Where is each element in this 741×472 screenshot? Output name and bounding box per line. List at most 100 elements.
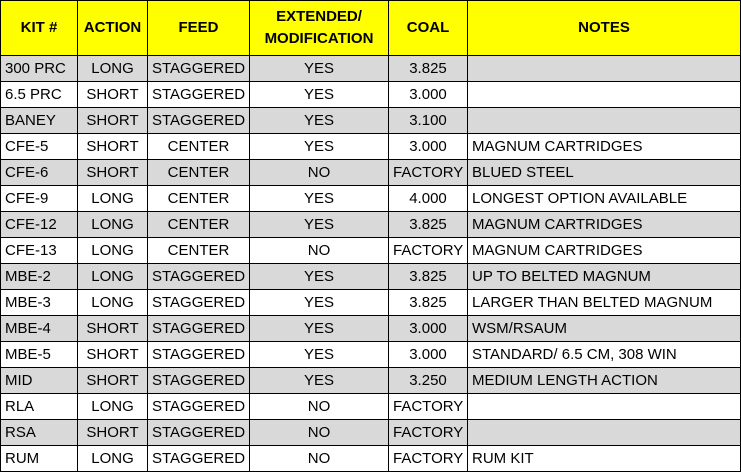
table-row: BANEY SHORT STAGGERED YES 3.100 bbox=[0, 107, 741, 134]
cell-kit: MBE-2 bbox=[0, 263, 78, 290]
cell-notes bbox=[467, 393, 741, 420]
cell-feed: STAGGERED bbox=[147, 81, 250, 108]
cell-notes: BLUED STEEL bbox=[467, 159, 741, 186]
cell-notes: WSM/RSAUM bbox=[467, 315, 741, 342]
cell-action: LONG bbox=[77, 237, 148, 264]
cell-feed: STAGGERED bbox=[147, 107, 250, 134]
cell-feed: STAGGERED bbox=[147, 263, 250, 290]
cell-notes: MAGNUM CARTRIDGES bbox=[467, 211, 741, 238]
table-row: MBE-4 SHORT STAGGERED YES 3.000 WSM/RSAUM bbox=[0, 315, 741, 342]
cell-kit: 6.5 PRC bbox=[0, 81, 78, 108]
cell-feed: STAGGERED bbox=[147, 393, 250, 420]
table-row: MBE-5 SHORT STAGGERED YES 3.000 STANDARD/ 6.5… bbox=[0, 341, 741, 368]
cell-feed: STAGGERED bbox=[147, 419, 250, 446]
table-row: RSA SHORT STAGGERED NO FACTORY bbox=[0, 419, 741, 446]
cell-extended: NO bbox=[249, 237, 389, 264]
cell-notes: LARGER THAN BELTED MAGNUM bbox=[467, 289, 741, 316]
cell-notes bbox=[467, 55, 741, 82]
cell-coal: 3.825 bbox=[388, 55, 468, 82]
cell-extended: YES bbox=[249, 263, 389, 290]
cell-kit: BANEY bbox=[0, 107, 78, 134]
cell-action: SHORT bbox=[77, 419, 148, 446]
cell-action: SHORT bbox=[77, 159, 148, 186]
cell-notes: MAGNUM CARTRIDGES bbox=[467, 133, 741, 160]
cell-kit: RSA bbox=[0, 419, 78, 446]
header-feed: FEED bbox=[147, 0, 250, 56]
table-row: CFE-12 LONG CENTER YES 3.825 MAGNUM CARTRIDGE… bbox=[0, 211, 741, 238]
cell-coal: 3.100 bbox=[388, 107, 468, 134]
cell-coal: 3.825 bbox=[388, 289, 468, 316]
cell-action: SHORT bbox=[77, 341, 148, 368]
cell-coal: 3.000 bbox=[388, 315, 468, 342]
cell-notes: LONGEST OPTION AVAILABLE bbox=[467, 185, 741, 212]
cell-kit: MBE-3 bbox=[0, 289, 78, 316]
cell-kit: RLA bbox=[0, 393, 78, 420]
cell-kit: MBE-5 bbox=[0, 341, 78, 368]
cell-kit: CFE-6 bbox=[0, 159, 78, 186]
cell-action: SHORT bbox=[77, 133, 148, 160]
cell-action: LONG bbox=[77, 289, 148, 316]
cell-notes bbox=[467, 107, 741, 134]
table-row: RUM LONG STAGGERED NO FACTORY RUM KIT bbox=[0, 445, 741, 472]
header-coal: COAL bbox=[388, 0, 468, 56]
cell-action: SHORT bbox=[77, 81, 148, 108]
cell-kit: CFE-9 bbox=[0, 185, 78, 212]
cell-feed: CENTER bbox=[147, 133, 250, 160]
cell-kit: MBE-4 bbox=[0, 315, 78, 342]
cell-coal: 3.000 bbox=[388, 81, 468, 108]
cell-feed: STAGGERED bbox=[147, 55, 250, 82]
cell-coal: 3.000 bbox=[388, 341, 468, 368]
cell-extended: YES bbox=[249, 289, 389, 316]
cell-kit: CFE-5 bbox=[0, 133, 78, 160]
cell-extended: YES bbox=[249, 367, 389, 394]
cell-notes bbox=[467, 419, 741, 446]
cell-action: LONG bbox=[77, 263, 148, 290]
cell-kit: RUM bbox=[0, 445, 78, 472]
table-row: RLA LONG STAGGERED NO FACTORY bbox=[0, 393, 741, 420]
cell-action: SHORT bbox=[77, 107, 148, 134]
table-row: MID SHORT STAGGERED YES 3.250 MEDIUM LENGTH A… bbox=[0, 367, 741, 394]
header-extended: EXTENDED/ MODIFICATION bbox=[249, 0, 389, 56]
cell-extended: YES bbox=[249, 211, 389, 238]
cell-feed: CENTER bbox=[147, 211, 250, 238]
table-row: MBE-2 LONG STAGGERED YES 3.825 UP TO BELTED M… bbox=[0, 263, 741, 290]
cell-feed: STAGGERED bbox=[147, 367, 250, 394]
cell-coal: 3.825 bbox=[388, 263, 468, 290]
cell-feed: CENTER bbox=[147, 237, 250, 264]
cell-feed: STAGGERED bbox=[147, 315, 250, 342]
cell-feed: STAGGERED bbox=[147, 289, 250, 316]
cell-action: SHORT bbox=[77, 315, 148, 342]
cell-coal: FACTORY bbox=[388, 159, 468, 186]
table-row: MBE-3 LONG STAGGERED YES 3.825 LARGER THAN BE… bbox=[0, 289, 741, 316]
cell-extended: NO bbox=[249, 159, 389, 186]
cell-action: SHORT bbox=[77, 367, 148, 394]
cell-extended: YES bbox=[249, 133, 389, 160]
cell-coal: FACTORY bbox=[388, 237, 468, 264]
cell-notes: MAGNUM CARTRIDGES bbox=[467, 237, 741, 264]
cell-kit: 300 PRC bbox=[0, 55, 78, 82]
cell-notes bbox=[467, 81, 741, 108]
cell-feed: STAGGERED bbox=[147, 445, 250, 472]
cell-action: LONG bbox=[77, 445, 148, 472]
table-body: 300 PRC LONG STAGGERED YES 3.825 6.5 PRC SHORT… bbox=[0, 55, 741, 472]
cell-kit: MID bbox=[0, 367, 78, 394]
cell-feed: CENTER bbox=[147, 185, 250, 212]
header-action: ACTION bbox=[77, 0, 148, 56]
cell-action: LONG bbox=[77, 55, 148, 82]
cell-extended: YES bbox=[249, 315, 389, 342]
cell-kit: CFE-12 bbox=[0, 211, 78, 238]
cell-coal: 3.250 bbox=[388, 367, 468, 394]
cell-extended: NO bbox=[249, 419, 389, 446]
table-row: 6.5 PRC SHORT STAGGERED YES 3.000 bbox=[0, 81, 741, 108]
cell-notes: UP TO BELTED MAGNUM bbox=[467, 263, 741, 290]
cell-feed: CENTER bbox=[147, 159, 250, 186]
cell-action: LONG bbox=[77, 393, 148, 420]
cell-extended: YES bbox=[249, 81, 389, 108]
cell-action: LONG bbox=[77, 211, 148, 238]
cell-kit: CFE-13 bbox=[0, 237, 78, 264]
cell-feed: STAGGERED bbox=[147, 341, 250, 368]
header-row: KIT # ACTION FEED EXTENDED/ MODIFICATION… bbox=[0, 0, 741, 56]
header-kit: KIT # bbox=[0, 0, 78, 56]
cell-extended: YES bbox=[249, 55, 389, 82]
cell-extended: YES bbox=[249, 185, 389, 212]
